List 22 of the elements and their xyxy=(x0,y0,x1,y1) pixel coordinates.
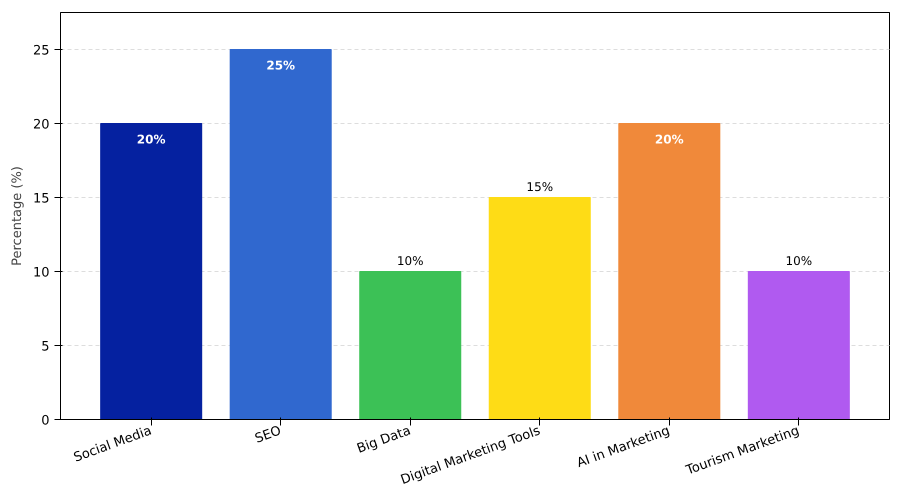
bar xyxy=(230,49,332,420)
data-label: 10% xyxy=(785,254,812,268)
data-label: 20% xyxy=(136,132,166,146)
x-tick-label: SEO xyxy=(253,423,284,447)
y-tick-label: 20 xyxy=(32,118,50,132)
y-axis-title: Percentage (%) xyxy=(10,166,25,266)
bar xyxy=(359,271,462,420)
data-label: 20% xyxy=(654,132,684,146)
y-tick-label: 5 xyxy=(41,340,50,354)
bar xyxy=(100,123,202,420)
y-tick-label: 10 xyxy=(32,266,50,280)
y-tick-label: 25 xyxy=(32,44,50,58)
x-tick-label: Big Data xyxy=(355,423,413,457)
data-label: 10% xyxy=(396,254,424,268)
data-label: 15% xyxy=(526,180,554,194)
data-label: 25% xyxy=(266,58,296,72)
y-tick-label: 0 xyxy=(41,414,50,428)
bar xyxy=(488,197,591,420)
bar xyxy=(618,123,720,420)
y-tick-label: 15 xyxy=(32,192,50,206)
bar xyxy=(748,271,850,420)
x-tick-label: Social Media xyxy=(72,423,154,466)
